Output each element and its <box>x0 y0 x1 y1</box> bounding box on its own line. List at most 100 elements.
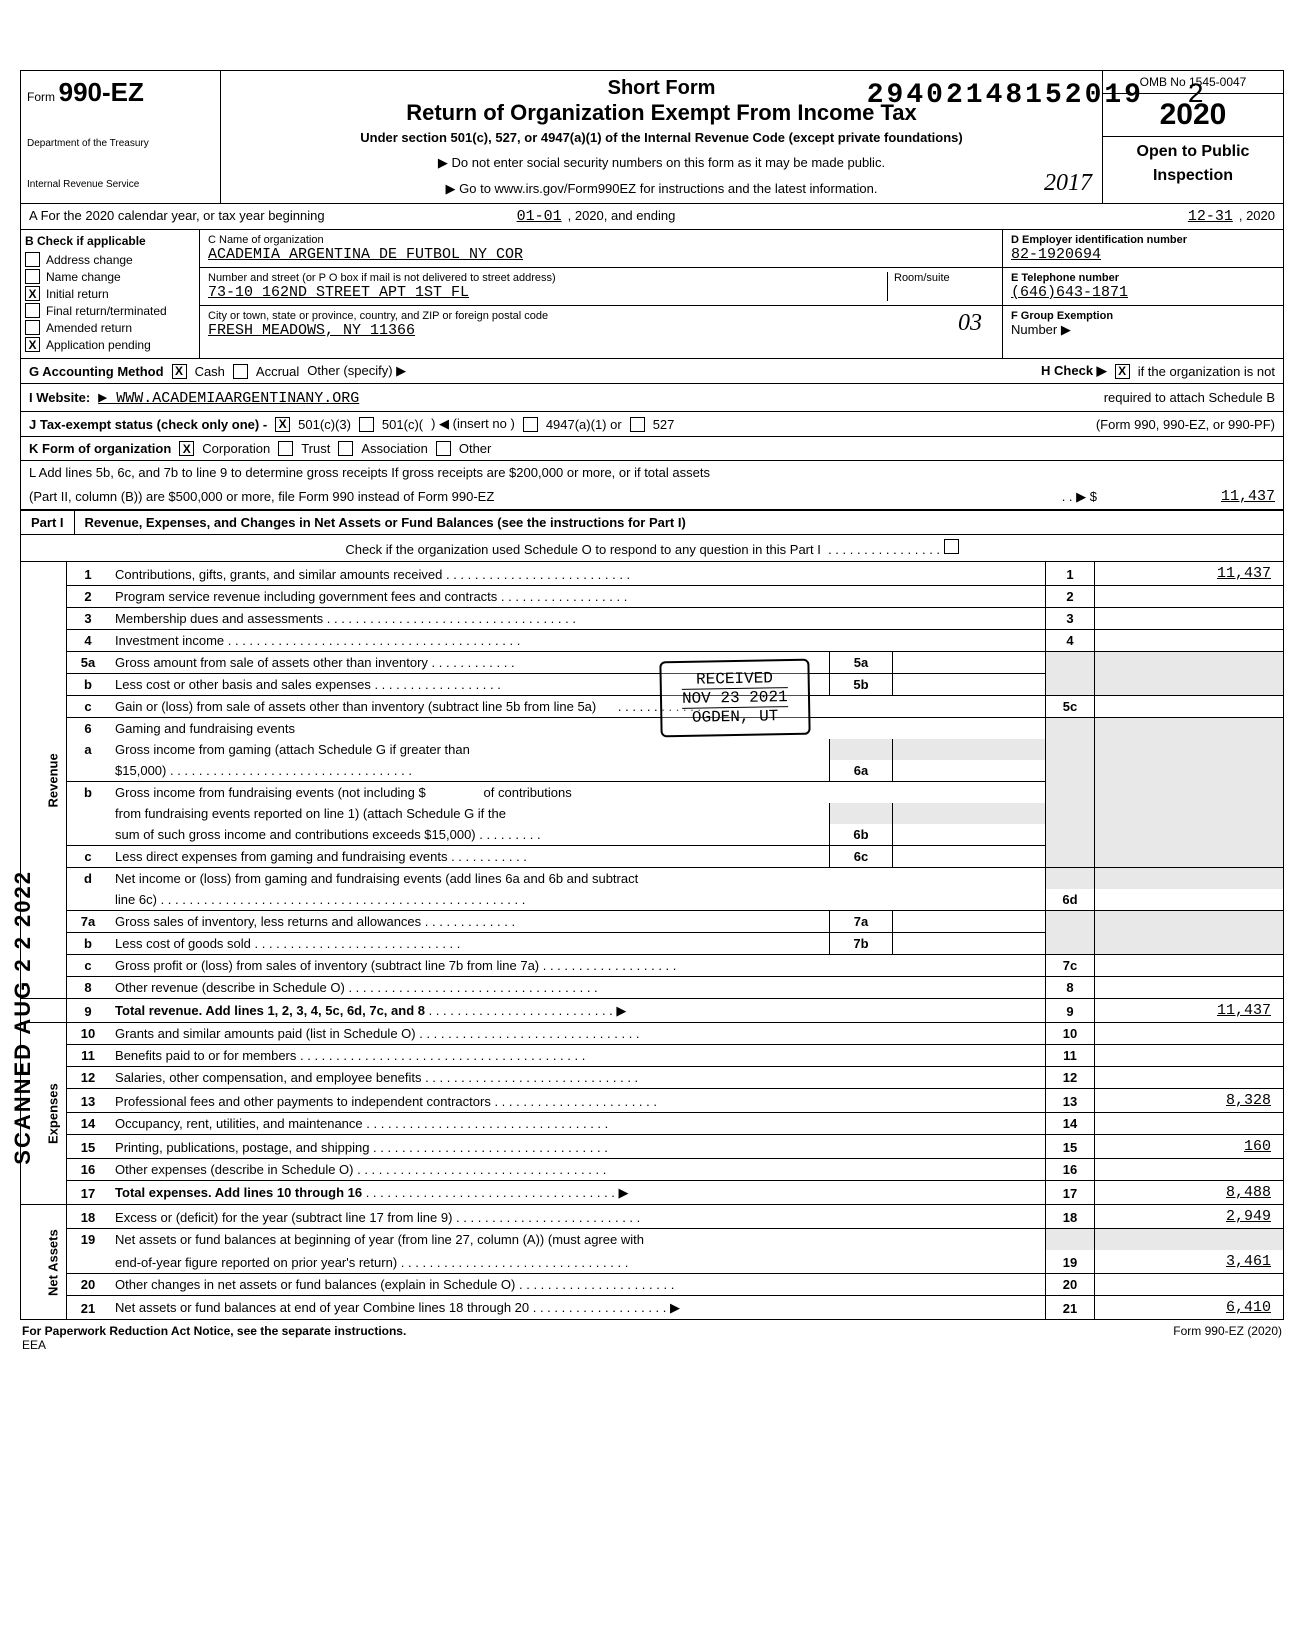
l19-desc2: end-of-year figure reported on prior yea… <box>115 1255 397 1270</box>
cb-501c3[interactable]: X <box>275 417 290 432</box>
l6-desc: Gaming and fundraising events <box>115 721 295 736</box>
cb-schedule-o[interactable] <box>944 539 959 554</box>
k-label: K Form of organization <box>29 441 171 456</box>
cb-name-change[interactable] <box>25 269 40 284</box>
l5b-subval <box>893 674 1046 696</box>
l6b-desc: Gross income from fundraising events (no… <box>115 785 426 800</box>
lbl-insertno: ) ◀ (insert no ) <box>431 416 515 432</box>
cb-accrual[interactable] <box>233 364 248 379</box>
l6d-box: 6d <box>1046 889 1095 911</box>
l6a-desc2: $15,000) <box>115 763 166 778</box>
l8-box: 8 <box>1046 977 1095 999</box>
schedule-o-text: Check if the organization used Schedule … <box>345 542 821 557</box>
cb-527[interactable] <box>630 417 645 432</box>
schedule-o-check-line: Check if the organization used Schedule … <box>20 535 1284 562</box>
lbl-final-return: Final return/terminated <box>46 304 167 318</box>
group-exempt-label2: Number ▶ <box>1011 322 1071 337</box>
l4-desc: Investment income <box>115 633 224 648</box>
cb-assoc[interactable] <box>338 441 353 456</box>
l11-box: 11 <box>1046 1045 1095 1067</box>
l6d-desc: Net income or (loss) from gaming and fun… <box>115 871 638 886</box>
l13-num: 13 <box>67 1089 110 1113</box>
l15-amt: 160 <box>1095 1135 1284 1159</box>
form-header: Form 990-EZ Department of the Treasury I… <box>20 70 1284 204</box>
cb-corp[interactable]: X <box>179 441 194 456</box>
lbl-name-change: Name change <box>46 270 121 284</box>
ein-label: D Employer identification number <box>1011 234 1275 246</box>
l8-num: 8 <box>67 977 110 999</box>
l5a-sub: 5a <box>830 652 893 674</box>
l14-num: 14 <box>67 1113 110 1135</box>
l11-num: 11 <box>67 1045 110 1067</box>
handwritten-year: 2017 <box>1044 170 1092 197</box>
l20-box: 20 <box>1046 1274 1095 1296</box>
cb-501c[interactable] <box>359 417 374 432</box>
l7a-sub: 7a <box>830 911 893 933</box>
l1-box: 1 <box>1046 562 1095 586</box>
l6b-num: b <box>67 782 110 804</box>
l6a-desc: Gross income from gaming (attach Schedul… <box>115 742 470 757</box>
l4-num: 4 <box>67 630 110 652</box>
l14-box: 14 <box>1046 1113 1095 1135</box>
lbl-trust: Trust <box>301 441 330 456</box>
instr-url: ▶ Go to www.irs.gov/Form990EZ for instru… <box>227 181 1096 197</box>
l21-box: 21 <box>1046 1296 1095 1320</box>
l8-desc: Other revenue (describe in Schedule O) <box>115 980 345 995</box>
l5c-amt <box>1095 696 1284 718</box>
l6c-num: c <box>67 846 110 868</box>
l9-box: 9 <box>1046 999 1095 1023</box>
l18-box: 18 <box>1046 1205 1095 1229</box>
lbl-527: 527 <box>653 417 675 432</box>
name-label: C Name of organization <box>208 234 994 246</box>
page-footer: For Paperwork Reduction Act Notice, see … <box>20 1320 1284 1356</box>
l6d-desc2: line 6c) <box>115 892 157 907</box>
entity-block: B Check if applicable Address change Nam… <box>20 230 1284 359</box>
section-revenue: Revenue <box>21 562 67 999</box>
group-exempt-label: F Group Exemption <box>1011 310 1275 322</box>
footer-eea: EEA <box>22 1338 46 1352</box>
l5c-num: c <box>67 696 110 718</box>
l16-box: 16 <box>1046 1159 1095 1181</box>
org-address: 73-10 162ND STREET APT 1ST FL <box>208 284 469 301</box>
l3-num: 3 <box>67 608 110 630</box>
cb-other-org[interactable] <box>436 441 451 456</box>
lbl-assoc: Association <box>361 441 427 456</box>
lbl-4947: 4947(a)(1) or <box>546 417 622 432</box>
received-stamp: RECEIVED NOV 23 2021 OGDEN, UT <box>659 659 810 738</box>
l18-amt: 2,949 <box>1095 1205 1284 1229</box>
cb-4947[interactable] <box>523 417 538 432</box>
part-1-title: Revenue, Expenses, and Changes in Net As… <box>75 511 1283 534</box>
l5a-num: 5a <box>67 652 110 674</box>
cb-amended-return[interactable] <box>25 320 40 335</box>
l2-amt <box>1095 586 1284 608</box>
h-label: H Check ▶ <box>1041 363 1107 379</box>
l5a-subval <box>893 652 1046 674</box>
l5a-desc: Gross amount from sale of assets other t… <box>115 655 428 670</box>
l13-amt: 8,328 <box>1095 1089 1284 1113</box>
cb-address-change[interactable] <box>25 252 40 267</box>
row-a-endyear: , 2020 <box>1239 208 1275 225</box>
l6b-sub: 6b <box>830 824 893 846</box>
org-name: ACADEMIA ARGENTINA DE FUTBOL NY COR <box>208 246 523 263</box>
section-net-assets: Net Assets <box>21 1205 67 1320</box>
cb-application-pending[interactable]: X <box>25 337 40 352</box>
l8-amt <box>1095 977 1284 999</box>
i-label: I Website: <box>29 390 90 405</box>
row-k: K Form of organization XCorporation Trus… <box>20 437 1284 461</box>
l1-amt: 11,437 <box>1095 562 1284 586</box>
cb-h-check[interactable]: X <box>1115 364 1130 379</box>
cb-trust[interactable] <box>278 441 293 456</box>
cb-initial-return[interactable]: X <box>25 286 40 301</box>
l6d-amt <box>1095 889 1284 911</box>
handwritten-03: 03 <box>958 310 982 337</box>
cb-cash[interactable]: X <box>172 364 187 379</box>
cb-final-return[interactable] <box>25 303 40 318</box>
l11-desc: Benefits paid to or for members <box>115 1048 296 1063</box>
l12-num: 12 <box>67 1067 110 1089</box>
lbl-address-change: Address change <box>46 253 133 267</box>
l2-box: 2 <box>1046 586 1095 608</box>
l6b-desc1b: of contributions <box>484 785 572 800</box>
l5b-desc: Less cost or other basis and sales expen… <box>115 677 371 692</box>
org-city: FRESH MEADOWS, NY 11366 <box>208 322 415 339</box>
l20-desc: Other changes in net assets or fund bala… <box>115 1277 515 1292</box>
